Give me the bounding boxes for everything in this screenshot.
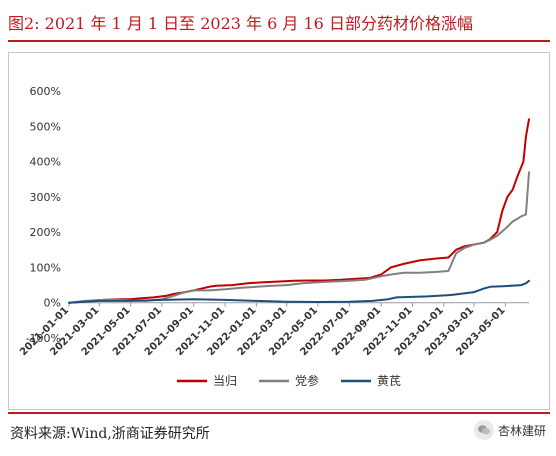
series-line — [68, 118, 530, 304]
watermark-text: 杏林建研 — [497, 423, 546, 438]
wechat-icon — [473, 420, 494, 440]
legend-label: 党参 — [295, 373, 319, 388]
y-tick-label: 500% — [30, 120, 61, 133]
legend-label: 黄芪 — [377, 374, 401, 388]
y-tick-label: -100% — [26, 332, 61, 345]
source-note: 资料来源:Wind,浙商证券研究所 — [10, 426, 210, 442]
y-tick-label: 100% — [30, 261, 61, 274]
y-tick-label: 600% — [30, 85, 61, 98]
figure-title: 图2: 2021 年 1 月 1 日至 2023 年 6 月 16 日部分药材价… — [8, 14, 473, 33]
chart-frame: -100% 0% 100% 200% 300% 400% 500% 600% 2021-01-… — [8, 52, 550, 410]
series-line — [68, 279, 530, 304]
footer-divider — [8, 412, 550, 414]
price-change-line-chart: -100% 0% 100% 200% 300% 400% 500% 600% 2021-01-… — [18, 85, 530, 388]
legend-label: 当归 — [213, 374, 237, 388]
x-axis: 2021-01-012021-03-012021-05-012021-07-01… — [18, 302, 529, 358]
y-tick-label: 300% — [30, 191, 61, 204]
y-tick-label: 0% — [44, 297, 61, 310]
title-divider — [8, 40, 550, 42]
series-lines — [68, 118, 530, 304]
y-axis: -100% 0% 100% 200% 300% 400% 500% 600% — [26, 85, 61, 345]
y-tick-label: 400% — [30, 156, 61, 169]
y-tick-label: 200% — [30, 226, 61, 239]
series-line — [68, 171, 530, 304]
legend: 当归 党参 黄芪 — [177, 373, 401, 388]
watermark-badge: 杏林建研 — [473, 418, 546, 442]
